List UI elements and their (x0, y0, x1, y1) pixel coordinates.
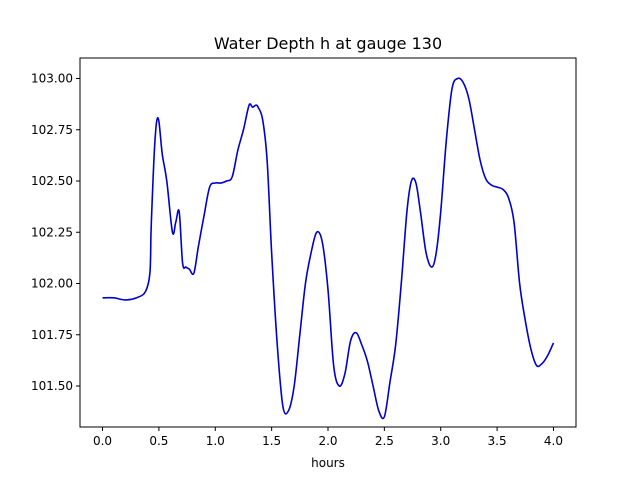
x-axis-label: hours (311, 456, 345, 470)
x-tick-label: 1.0 (206, 434, 225, 448)
plot-frame (79, 57, 577, 428)
x-tick-label: 3.0 (431, 434, 450, 448)
x-axis: 0.0 0.5 1.0 1.5 2.0 2.5 3.0 3.5 4.0 (93, 427, 563, 448)
y-tick-label: 101.50 (31, 379, 73, 393)
x-tick-label: 4.0 (544, 434, 563, 448)
x-tick-label: 2.0 (318, 434, 337, 448)
y-tick-label: 102.00 (31, 277, 73, 291)
series-line-water-depth (102, 77, 555, 420)
chart-title: Water Depth h at gauge 130 (214, 34, 442, 53)
x-tick-label: 2.5 (375, 434, 394, 448)
x-tick-label: 0.5 (149, 434, 168, 448)
x-tick-label: 1.5 (262, 434, 281, 448)
y-axis: 101.50 101.75 102.00 102.25 102.50 102.75 103.… (31, 72, 80, 393)
y-tick-label: 103.00 (31, 72, 73, 86)
y-tick-label: 102.25 (31, 225, 73, 239)
x-tick-label: 0.0 (93, 434, 112, 448)
y-tick-label: 101.75 (31, 328, 73, 342)
y-tick-label: 102.75 (31, 123, 73, 137)
x-tick-label: 3.5 (488, 434, 507, 448)
y-tick-label: 102.50 (31, 174, 73, 188)
